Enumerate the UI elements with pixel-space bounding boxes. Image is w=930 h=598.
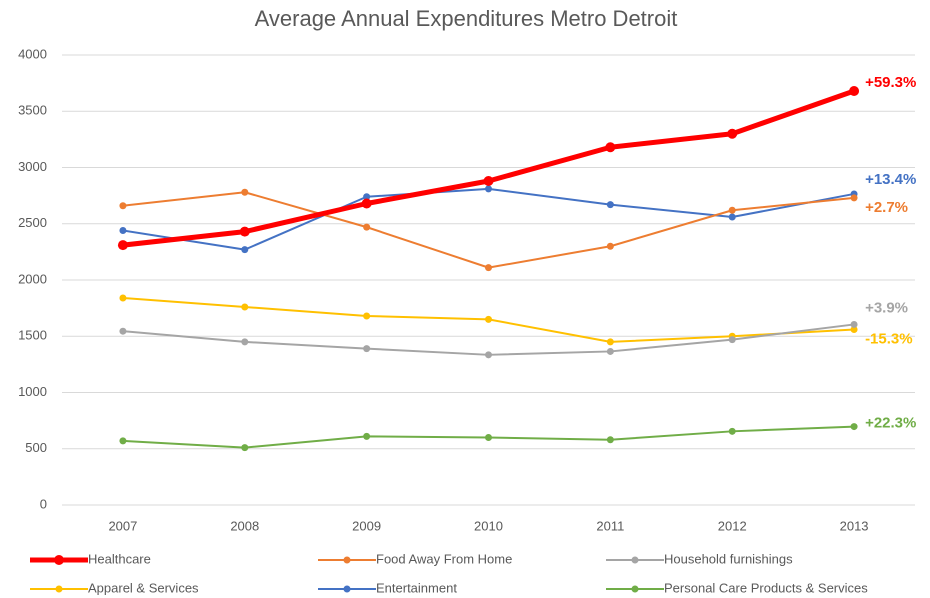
data-point <box>363 312 371 320</box>
data-point <box>241 188 249 196</box>
data-point <box>606 347 614 355</box>
x-tick-label: 2011 <box>596 518 624 533</box>
data-point <box>850 194 858 202</box>
legend-swatch-dot <box>55 585 63 593</box>
data-point <box>850 423 858 431</box>
y-tick-label: 2000 <box>18 271 47 286</box>
data-point <box>485 185 492 193</box>
change-label: +3.9% <box>865 299 908 316</box>
series-line <box>122 191 855 269</box>
data-point <box>119 327 127 335</box>
data-point <box>728 213 736 221</box>
data-point <box>728 206 736 214</box>
data-point <box>850 326 858 333</box>
x-tick-label: 2009 <box>352 518 381 533</box>
y-tick-label: 3000 <box>18 159 47 174</box>
data-point <box>485 351 492 359</box>
legend-swatch-dot <box>343 556 351 564</box>
data-point <box>485 434 492 441</box>
y-tick-label: 0 <box>40 496 47 511</box>
data-point <box>606 201 614 209</box>
y-tick-label: 500 <box>25 440 47 455</box>
legend-swatch-dot <box>631 585 639 593</box>
chart-title: Average Annual Expenditures Metro Detroi… <box>255 6 678 31</box>
y-tick-label: 3500 <box>18 103 47 118</box>
data-point <box>363 223 371 231</box>
y-tick-label: 2500 <box>18 215 47 230</box>
series-line <box>122 187 855 251</box>
data-point <box>606 338 614 346</box>
data-point <box>850 320 858 328</box>
data-point <box>363 345 371 353</box>
data-point <box>485 264 492 272</box>
data-point <box>728 336 736 344</box>
data-point <box>727 128 738 139</box>
data-point <box>606 242 614 250</box>
x-tick-label: 2012 <box>718 518 747 533</box>
data-point <box>361 198 372 209</box>
legend-label: Food Away From Home <box>376 551 512 566</box>
data-point <box>119 437 127 445</box>
data-point <box>239 226 250 237</box>
data-point <box>241 444 249 452</box>
data-point <box>119 227 127 234</box>
change-label: +59.3% <box>865 74 916 91</box>
data-point <box>117 240 128 251</box>
legend-label: Household furnishings <box>664 551 793 566</box>
y-tick-label: 4000 <box>18 46 47 61</box>
data-point <box>849 86 860 96</box>
y-tick-label: 1500 <box>18 328 47 343</box>
data-point <box>363 193 371 201</box>
data-point <box>483 176 494 186</box>
change-label: +22.3% <box>865 415 916 432</box>
x-tick-label: 2007 <box>108 518 137 533</box>
series-line <box>122 88 855 248</box>
data-point <box>606 436 614 444</box>
change-label: -15.3% <box>865 330 913 347</box>
data-point <box>119 294 127 302</box>
legend-label: Apparel & Services <box>88 580 199 595</box>
data-point <box>241 246 249 254</box>
series-line <box>122 323 855 356</box>
data-point <box>241 338 249 346</box>
change-label: +2.7% <box>865 199 908 216</box>
legend-label: Healthcare <box>88 551 151 566</box>
legend-swatch-dot <box>631 556 639 564</box>
data-point <box>485 315 492 323</box>
data-point <box>728 427 736 435</box>
x-tick-label: 2010 <box>474 518 503 533</box>
y-tick-label: 1000 <box>18 384 47 399</box>
x-tick-label: 2008 <box>230 518 259 533</box>
legend-swatch-dot <box>54 555 64 565</box>
data-point <box>119 202 127 210</box>
legend-swatch-dot <box>343 585 351 593</box>
legend-label: Personal Care Products & Services <box>664 580 868 595</box>
legend-label: Entertainment <box>376 580 457 595</box>
change-label: +13.4% <box>865 171 916 188</box>
data-point <box>241 303 249 311</box>
x-tick-label: 2013 <box>840 518 869 533</box>
data-point <box>363 432 371 440</box>
data-point <box>605 142 616 153</box>
